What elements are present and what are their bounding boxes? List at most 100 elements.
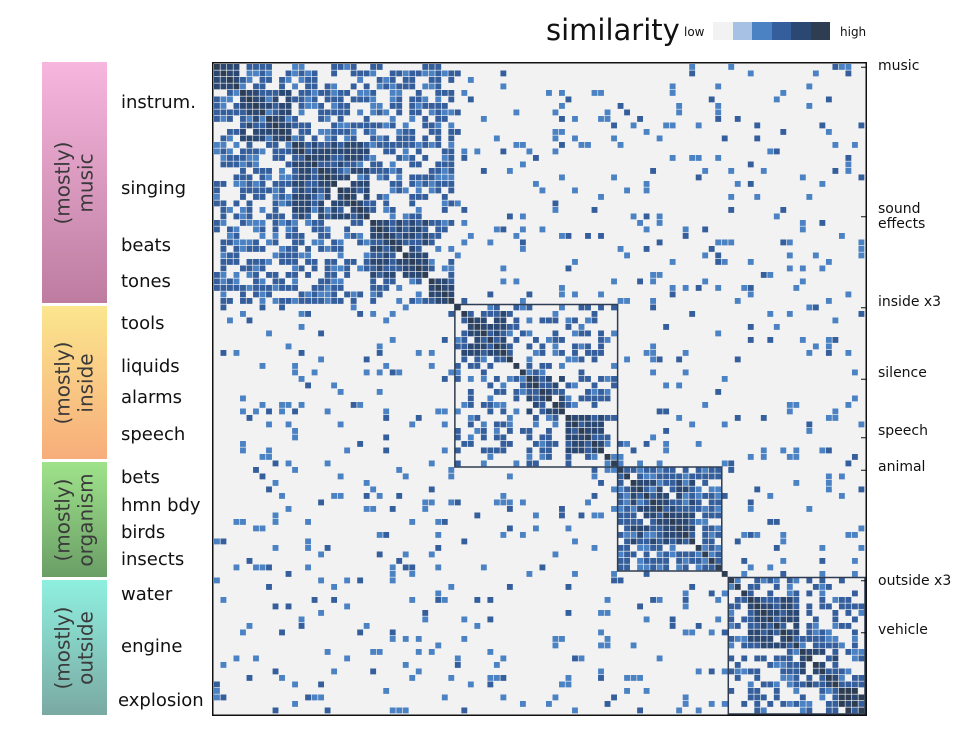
heatmap-cell	[363, 187, 370, 194]
heatmap-cell	[598, 376, 604, 382]
heatmap-cell	[305, 168, 311, 174]
heatmap-cell	[454, 499, 461, 506]
heatmap-cell	[773, 610, 780, 616]
heatmap-cell	[454, 376, 461, 382]
heatmap-cell	[532, 421, 539, 428]
heatmap-cell	[285, 148, 292, 155]
heatmap-cell	[435, 408, 442, 415]
heatmap-cell	[559, 174, 565, 181]
colorbar-swatch	[810, 22, 830, 40]
heatmap-cell	[773, 629, 780, 636]
heatmap-cell	[454, 200, 461, 207]
heatmap-cell	[572, 116, 578, 122]
heatmap-cell	[546, 376, 552, 382]
heatmap-cell	[806, 103, 813, 109]
heatmap-cell	[214, 681, 220, 688]
heatmap-cell	[585, 376, 591, 382]
heatmap-cell	[858, 252, 865, 259]
heatmap-cell	[266, 584, 272, 590]
heatmap-cell	[552, 350, 559, 356]
heatmap-cell	[474, 356, 481, 363]
heatmap-cell	[448, 259, 455, 265]
heatmap-cell	[279, 493, 285, 499]
heatmap-cell	[767, 662, 774, 668]
heatmap-cell	[604, 109, 611, 116]
heatmap-cell	[754, 636, 761, 642]
heatmap-cell	[441, 70, 448, 77]
heatmap-cell	[819, 577, 826, 584]
heatmap-cell	[656, 272, 663, 278]
heatmap-cell	[838, 233, 845, 239]
heatmap-cell	[259, 109, 266, 116]
heatmap-cell	[578, 441, 585, 447]
heatmap-cell	[637, 538, 644, 545]
heatmap-cell	[318, 155, 325, 161]
heatmap-cell	[376, 291, 383, 298]
heatmap-cell	[253, 278, 259, 285]
heatmap-cell	[467, 311, 474, 317]
heatmap-cell	[767, 148, 774, 155]
heatmap-cell	[487, 324, 494, 330]
heatmap-cell	[539, 402, 546, 408]
heatmap-cell	[383, 259, 390, 265]
heatmap-cell	[858, 675, 865, 681]
heatmap-cell	[396, 90, 403, 96]
heatmap-cell	[422, 298, 429, 304]
heatmap-cell	[546, 701, 552, 707]
heatmap-cell	[422, 610, 429, 616]
heatmap-cell	[389, 207, 396, 213]
heatmap-cell	[389, 96, 396, 103]
heatmap-cell	[780, 558, 787, 564]
heatmap-cell	[832, 655, 839, 662]
heatmap-cell	[578, 421, 585, 428]
heatmap-cell	[728, 642, 735, 649]
heatmap-cell	[376, 174, 383, 181]
heatmap-cell	[656, 408, 663, 415]
heatmap-cell	[298, 129, 305, 135]
heatmap-cell	[747, 590, 754, 597]
heatmap-cell	[708, 668, 715, 675]
heatmap-cell	[760, 694, 767, 701]
heatmap-cell	[344, 64, 351, 70]
heatmap-cell	[214, 187, 220, 194]
heatmap-cell	[734, 623, 741, 629]
heatmap-cell	[389, 70, 396, 77]
heatmap-cell	[767, 623, 774, 629]
heatmap-cell	[311, 226, 318, 233]
heatmap-cell	[363, 90, 370, 96]
heatmap-cell	[259, 103, 266, 109]
heatmap-cell	[279, 187, 285, 194]
heatmap-cell	[493, 402, 500, 408]
heatmap-cell	[363, 493, 370, 499]
heatmap-cell	[220, 161, 227, 168]
heatmap-cell	[253, 161, 259, 168]
heatmap-cell	[721, 668, 728, 675]
heatmap-cell	[363, 265, 370, 272]
heatmap-cell	[539, 369, 546, 376]
heatmap-cell	[376, 265, 383, 272]
heatmap-cell	[305, 298, 311, 304]
heatmap-cell	[246, 675, 253, 681]
heatmap-cell	[363, 480, 370, 486]
heatmap-cell	[650, 525, 657, 532]
heatmap-cell	[298, 109, 305, 116]
heatmap-cell	[448, 181, 455, 187]
heatmap-cell	[220, 103, 227, 109]
heatmap-cell	[728, 194, 735, 200]
heatmap-cell	[435, 220, 442, 226]
heatmap-cell	[663, 525, 670, 532]
heatmap-cell	[220, 298, 227, 304]
row-group-label: (mostly) music	[50, 141, 98, 224]
heatmap-cell	[643, 129, 650, 135]
heatmap-cell	[344, 109, 351, 116]
heatmap-cell	[611, 486, 617, 493]
heatmap-cell	[598, 389, 604, 395]
heatmap-cell	[676, 525, 683, 532]
heatmap-cell	[624, 298, 630, 304]
heatmap-cell	[292, 239, 298, 246]
heatmap-cell	[292, 155, 298, 161]
heatmap-cell	[357, 90, 364, 96]
heatmap-cell	[448, 467, 455, 473]
heatmap-cell	[480, 402, 487, 408]
heatmap-cell	[259, 363, 266, 369]
